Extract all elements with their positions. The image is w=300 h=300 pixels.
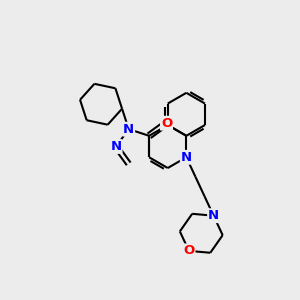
Text: O: O xyxy=(183,244,195,257)
Text: N: N xyxy=(110,140,122,153)
Text: N: N xyxy=(123,123,134,136)
Text: N: N xyxy=(181,151,192,164)
Text: O: O xyxy=(161,117,172,130)
Text: N: N xyxy=(208,209,219,222)
